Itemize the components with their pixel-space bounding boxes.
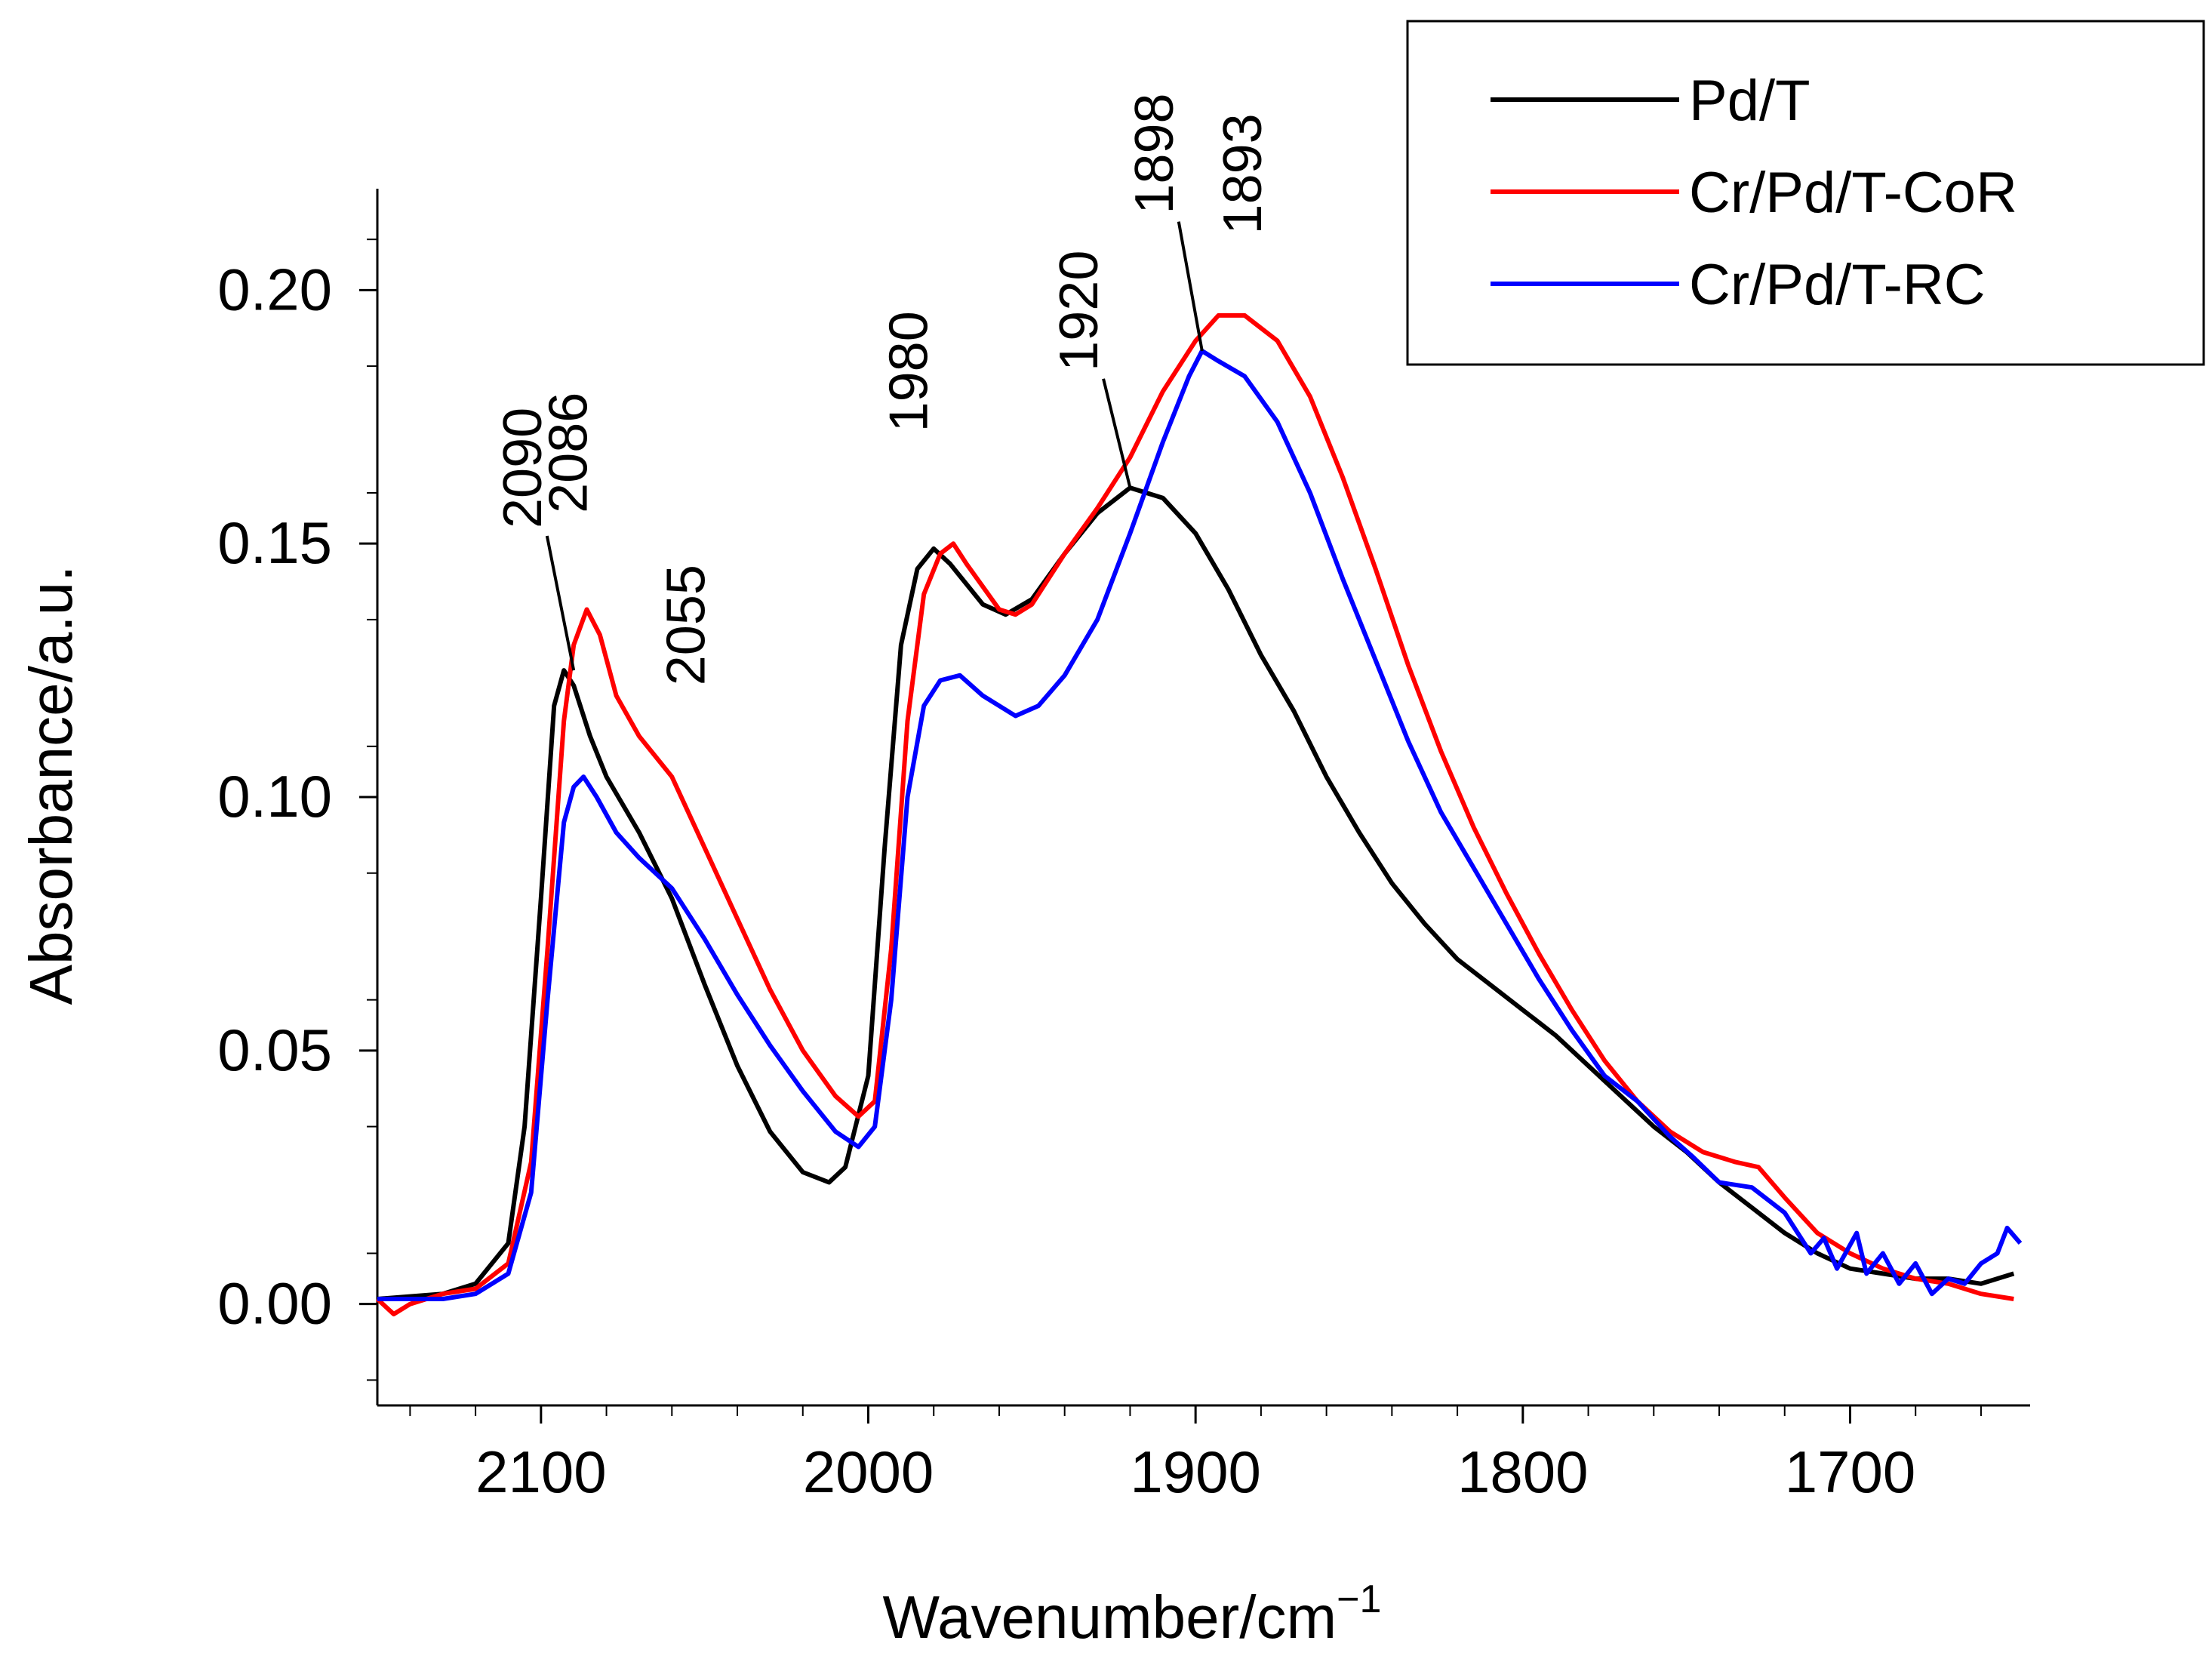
annotation-label: 2090 (493, 408, 553, 528)
y-tick-label: 0.05 (217, 1017, 332, 1083)
annotation-leader (1102, 378, 1132, 488)
x-axis-title-superscript: −1 (1337, 1578, 1381, 1621)
annotation-label: 1980 (879, 311, 940, 432)
series-group (375, 312, 2023, 1317)
legend-label-0: Pd/T (1689, 69, 1811, 133)
annotation-label: 1920 (1049, 251, 1109, 371)
y-tick-label: 0.20 (217, 256, 332, 322)
legend-label-2: Cr/Pd/T-RC (1689, 253, 1986, 317)
y-tick-label: 0.15 (217, 509, 332, 576)
x-tick-label: 1700 (1785, 1439, 1916, 1505)
x-tick-label: 1800 (1457, 1439, 1589, 1505)
annotation-label: 1898 (1124, 93, 1185, 214)
x-tick-label: 2000 (803, 1439, 934, 1505)
series-line-1 (375, 312, 2014, 1317)
y-tick-label: 0.00 (217, 1270, 332, 1337)
legend: Pd/T Cr/Pd/T-CoR Cr/Pd/T-RC (1406, 20, 2205, 366)
y-tick-label: 0.10 (217, 763, 332, 830)
axes: 0.00 0.05 0.10 0.15 0.20 2100 2000 1900 1800 1700 (217, 189, 2030, 1505)
y-axis-title: Absorbance/a.u. (17, 565, 85, 1005)
annotation-leader (545, 535, 576, 671)
x-axis-title: Wavenumber/cm−1 (883, 1578, 1382, 1651)
x-tick-label: 2100 (475, 1439, 607, 1505)
annotation-leader (1177, 221, 1204, 352)
series-line-2 (377, 348, 2023, 1301)
legend-label-1: Cr/Pd/T-CoR (1689, 161, 2017, 225)
annotation-label: 2086 (539, 392, 599, 513)
x-tick-label: 1900 (1130, 1439, 1261, 1505)
annotation-label: 1893 (1213, 113, 1273, 234)
axis-titles: Wavenumber/cm−1 Absorbance/a.u. (17, 565, 1381, 1651)
annotation-label: 2055 (657, 565, 717, 685)
